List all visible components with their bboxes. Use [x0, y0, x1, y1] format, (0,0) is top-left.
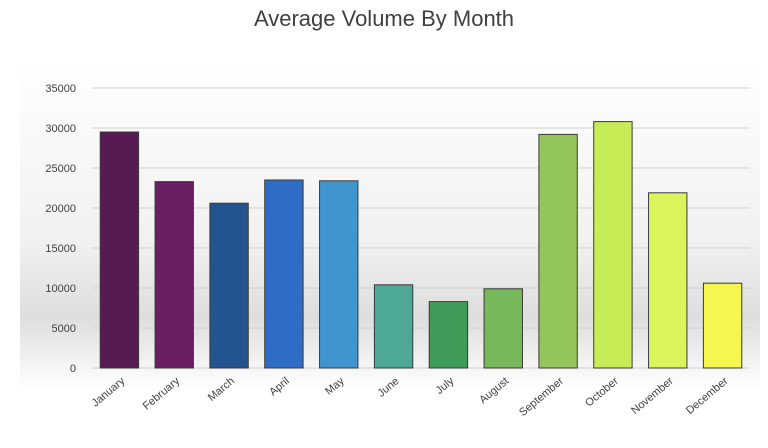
y-tick-label: 35000 [45, 83, 76, 95]
bar-october [593, 121, 633, 369]
bar-june [373, 284, 414, 369]
bar-february [154, 181, 194, 369]
y-axis-tick-labels: 0 5000 10000 15000 20000 25000 30000 35000 [45, 83, 76, 375]
bar-december [702, 282, 743, 369]
y-tick-label: 20000 [45, 203, 76, 215]
bar-april [264, 179, 304, 369]
bars [99, 121, 743, 369]
y-tick-label: 10000 [45, 283, 76, 295]
y-tick-label: 0 [70, 363, 76, 375]
y-tick-label: 30000 [45, 123, 76, 135]
bar-may [319, 180, 359, 369]
y-tick-label: 25000 [45, 163, 76, 175]
bar-march [209, 202, 249, 369]
bar-november [648, 192, 688, 369]
bar-august [483, 288, 523, 369]
grid-lines [92, 87, 750, 369]
chart-title: Average Volume By Month [254, 6, 514, 31]
bar-september [538, 133, 578, 369]
bar-july [428, 301, 469, 369]
y-tick-label: 5000 [52, 323, 76, 335]
y-tick-label: 15000 [45, 243, 76, 255]
bar-january [99, 131, 140, 369]
